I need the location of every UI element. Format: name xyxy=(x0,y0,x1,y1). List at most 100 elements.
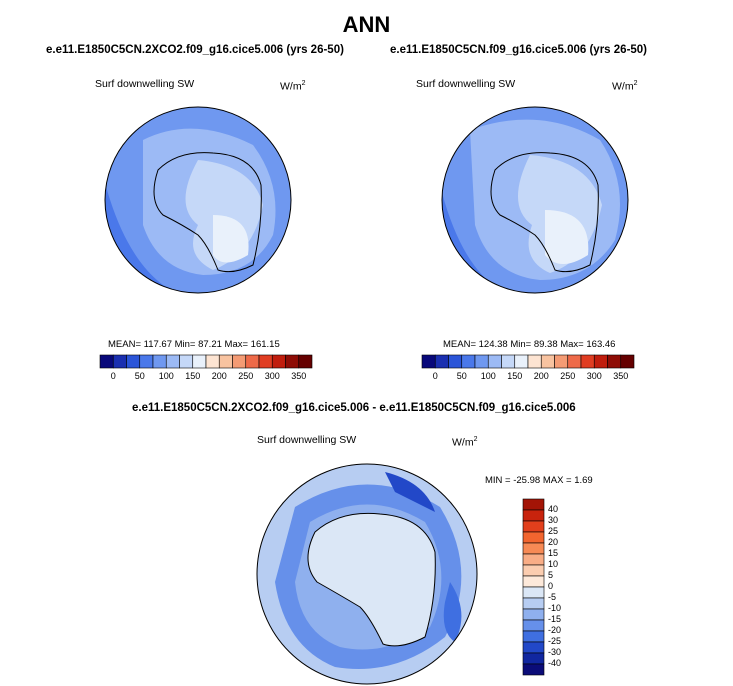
right-map-ice-core xyxy=(545,210,589,264)
right-colorbar-tick-label: 350 xyxy=(613,371,629,381)
right-colorbar-tick-label: 200 xyxy=(533,371,549,381)
diff-colorbar-tick-label: 40 xyxy=(548,504,559,514)
right-colorbar-box xyxy=(540,354,555,369)
left-colorbar-tick-label: 150 xyxy=(185,371,201,381)
diff-colorbar-tick-label: 20 xyxy=(548,537,559,547)
diff-units: W/m2 xyxy=(452,436,478,449)
right-colorbar-box xyxy=(580,354,595,369)
diff-colorbar-tick-label: -5 xyxy=(548,592,557,602)
diff-colorbar-tick-label: -30 xyxy=(548,647,562,657)
diff-colorbar-tick-label: 5 xyxy=(548,570,554,580)
left-colorbar-box xyxy=(271,354,286,369)
diff-colorbar-tick-label: -15 xyxy=(548,614,562,624)
diff-colorbar-box xyxy=(522,630,545,643)
left-colorbar-box xyxy=(139,354,154,369)
right-map-coastline xyxy=(490,152,599,273)
diff-colorbar-box xyxy=(522,564,545,577)
left-colorbar-box xyxy=(126,354,141,369)
right-colorbar-box xyxy=(527,354,542,369)
left-colorbar-box xyxy=(218,354,233,369)
left-case-title: e.e11.E1850C5CN.2XCO2.f09_g16.cice5.006 … xyxy=(46,44,344,56)
left-colorbar-box xyxy=(245,354,260,369)
left-stats: MEAN= 117.67 Min= 87.21 Max= 161.15 xyxy=(108,339,280,350)
left-colorbar-box xyxy=(165,354,180,369)
left-map-ice-core xyxy=(213,215,249,263)
diff-colorbar-box xyxy=(522,575,545,588)
right-colorbar-box xyxy=(448,354,463,369)
right-colorbar-tick-label: 0 xyxy=(432,371,438,381)
right-colorbar-box xyxy=(421,354,436,369)
left-map-coastline xyxy=(153,152,262,273)
diff-stats: MIN = -25.98 MAX = 1.69 xyxy=(485,475,593,486)
right-colorbar-box xyxy=(607,354,622,369)
main-title: ANN xyxy=(342,12,391,37)
left-colorbar-ticks: 0 50 100 150 200 250 300 350 xyxy=(100,371,312,383)
diff-colorbar-box xyxy=(522,641,545,654)
diff-colorbar-tick-label: 10 xyxy=(548,559,559,569)
diff-colorbar-tick-label: 30 xyxy=(548,515,559,525)
diff-colorbar-tick-label: 25 xyxy=(548,526,559,536)
diff-colorbar-tick-label: -25 xyxy=(548,636,562,646)
diff-colorbar-tick-label: 0 xyxy=(548,581,554,591)
left-colorbar-tick-label: 0 xyxy=(110,371,116,381)
right-colorbar-box xyxy=(554,354,569,369)
diff-colorbar-box xyxy=(522,608,545,621)
left-colorbar-tick-label: 300 xyxy=(264,371,280,381)
left-colorbar-box xyxy=(152,354,167,369)
diff-colorbar-box xyxy=(522,652,545,665)
left-colorbar-box xyxy=(192,354,207,369)
diff-map-strong-decrease xyxy=(385,472,435,512)
right-colorbar-tick-label: 50 xyxy=(456,371,467,381)
diff-colorbar-tick-label: -20 xyxy=(548,625,562,635)
right-colorbar-box xyxy=(593,354,608,369)
diff-colorbar-box xyxy=(522,520,545,533)
diff-map xyxy=(256,463,478,685)
diff-colorbar-box xyxy=(522,498,545,511)
left-colorbar-box xyxy=(298,354,313,369)
right-colorbar-box xyxy=(620,354,635,369)
diff-colorbar-tick-label: -40 xyxy=(548,658,562,668)
right-colorbar-ticks: 0 50 100 150 200 250 300 350 xyxy=(422,371,634,383)
left-colorbar-tick-label: 100 xyxy=(158,371,174,381)
diff-colorbar xyxy=(522,498,545,676)
diff-colorbar-tick-label: -10 xyxy=(548,603,562,613)
right-colorbar-tick-label: 250 xyxy=(560,371,576,381)
right-colorbar-box xyxy=(514,354,529,369)
right-colorbar-box xyxy=(474,354,489,369)
right-colorbar-tick-label: 300 xyxy=(586,371,602,381)
diff-colorbar-box xyxy=(522,619,545,632)
right-case-title: e.e11.E1850C5CN.f09_g16.cice5.006 (yrs 2… xyxy=(390,44,648,56)
left-colorbar-box xyxy=(112,354,127,369)
right-var-label: Surf downwelling SW xyxy=(416,78,516,90)
right-colorbar-box xyxy=(461,354,476,369)
diff-colorbar-box xyxy=(522,542,545,555)
left-colorbar-box xyxy=(179,354,194,369)
right-map xyxy=(441,106,629,294)
diff-colorbar-box xyxy=(522,597,545,610)
diff-map-continent xyxy=(307,513,436,646)
left-colorbar xyxy=(99,354,313,369)
diff-colorbar-ticks: 40 30 25 20 15 10 5 0 -5 -10 -15 -20 -25 -30 -40 xyxy=(548,499,578,675)
right-colorbar xyxy=(421,354,635,369)
right-colorbar-tick-label: 100 xyxy=(480,371,496,381)
left-var-label: Surf downwelling SW xyxy=(95,78,195,90)
diff-map-strong-decrease-east xyxy=(443,582,462,642)
diff-colorbar-tick-label: 15 xyxy=(548,548,559,558)
right-colorbar-tick-label: 150 xyxy=(507,371,523,381)
left-map xyxy=(104,106,292,294)
left-colorbar-box xyxy=(258,354,273,369)
diff-var-label: Surf downwelling SW xyxy=(257,434,357,446)
diff-colorbar-box xyxy=(522,553,545,566)
left-colorbar-tick-label: 250 xyxy=(238,371,254,381)
right-units: W/m2 xyxy=(612,80,638,93)
diff-colorbar-box xyxy=(522,531,545,544)
right-stats: MEAN= 124.38 Min= 89.38 Max= 163.46 xyxy=(443,339,616,350)
diff-title: e.e11.E1850C5CN.2XCO2.f09_g16.cice5.006 … xyxy=(132,402,576,414)
right-colorbar-box xyxy=(567,354,582,369)
left-colorbar-box xyxy=(232,354,247,369)
left-colorbar-box xyxy=(285,354,300,369)
diff-colorbar-box xyxy=(522,663,545,676)
left-colorbar-box xyxy=(205,354,220,369)
right-colorbar-box xyxy=(434,354,449,369)
right-colorbar-box xyxy=(501,354,516,369)
